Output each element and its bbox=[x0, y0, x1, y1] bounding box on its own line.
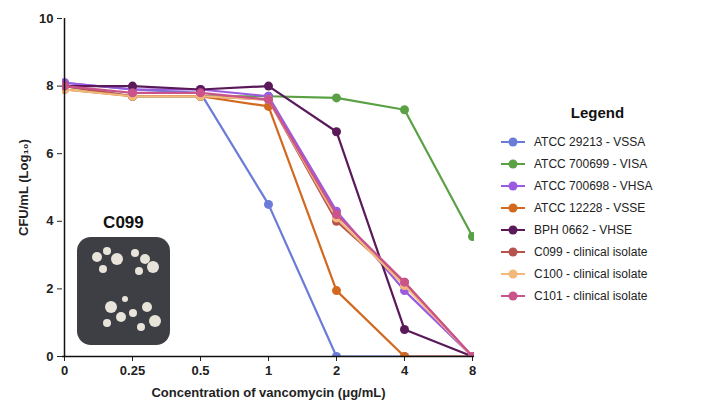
html-text:C100 - clinical isolate: C100 - clinical isolate bbox=[534, 266, 648, 281]
html-text:Legend: Legend bbox=[570, 103, 625, 121]
html-text:BPH 0662 - VHSE: BPH 0662 - VHSE bbox=[534, 222, 632, 237]
html-text:C099 - clinical isolate: C099 - clinical isolate bbox=[534, 244, 648, 259]
svg-text:8: 8 bbox=[469, 362, 476, 377]
svg-text:10: 10 bbox=[39, 10, 53, 25]
svg-text:CFU/mL (Log₁₀): CFU/mL (Log₁₀) bbox=[16, 139, 31, 236]
html-text:ATCC 700698 - VHSA: ATCC 700698 - VHSA bbox=[534, 178, 653, 193]
html-text:C101 - clinical isolate: C101 - clinical isolate bbox=[534, 288, 648, 303]
svg-text:Concentration of vancomycin (μ: Concentration of vancomycin (μg/mL) bbox=[151, 384, 385, 399]
svg-text:4: 4 bbox=[401, 362, 409, 377]
svg-text:1: 1 bbox=[265, 362, 272, 377]
html-text:ATCC 29213 - VSSA: ATCC 29213 - VSSA bbox=[534, 134, 646, 149]
html-text:ATCC 700699 - VISA: ATCC 700699 - VISA bbox=[534, 156, 648, 171]
svg-text:8: 8 bbox=[46, 78, 53, 93]
svg-text:0.5: 0.5 bbox=[191, 362, 209, 377]
svg-text:0: 0 bbox=[46, 348, 53, 363]
svg-text:2: 2 bbox=[333, 362, 340, 377]
svg-text:6: 6 bbox=[46, 145, 53, 160]
svg-text:0.25: 0.25 bbox=[120, 362, 145, 377]
svg-text:0: 0 bbox=[61, 362, 68, 377]
svg-text:4: 4 bbox=[46, 213, 54, 228]
html-text:C099: C099 bbox=[103, 213, 144, 233]
svg-text:2: 2 bbox=[46, 281, 53, 296]
html-text:ATCC 12228 - VSSE: ATCC 12228 - VSSE bbox=[534, 200, 646, 215]
